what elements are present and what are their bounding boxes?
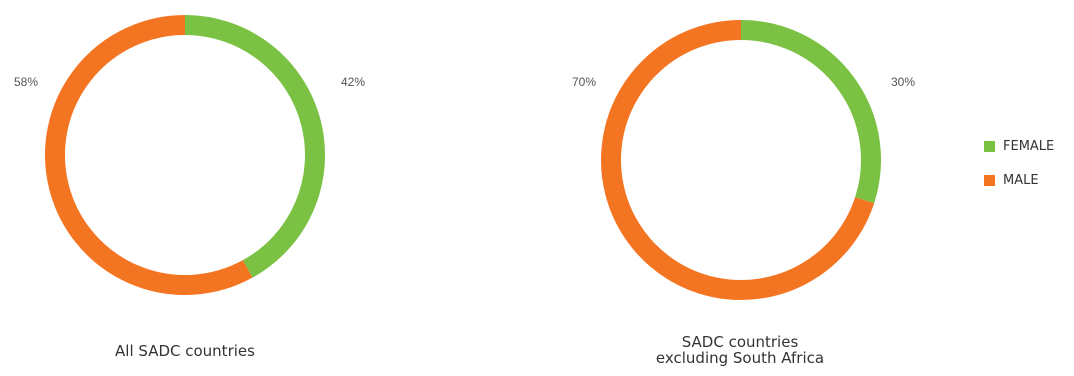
- caption-line-1: SADC countries: [681, 333, 799, 351]
- data-label-female: 30%: [891, 75, 915, 89]
- donut-slice-female: [740, 20, 881, 204]
- caption-line: All SADC countries: [115, 342, 255, 360]
- legend-item-male: MALE: [984, 172, 1054, 188]
- donut-chart-all-sadc: 42% 58%: [14, 15, 365, 295]
- data-label-male: 58%: [14, 75, 38, 89]
- legend: FEMALE MALE: [984, 138, 1054, 206]
- legend-swatch-female: [984, 140, 995, 152]
- legend-item-female: FEMALE: [984, 138, 1054, 154]
- chart-caption-all-sadc: All SADC countries: [0, 343, 370, 359]
- donut-slice-female: [184, 15, 325, 278]
- donut-chart-sadc-excl-south-africa: 30% 70%: [572, 20, 915, 300]
- legend-label-male: MALE: [1003, 172, 1039, 188]
- data-label-male: 70%: [572, 75, 596, 89]
- donut-slice-male: [45, 15, 253, 295]
- chart-caption-sadc-excl-south-africa: SADC countries excluding South Africa: [560, 334, 920, 366]
- legend-swatch-male: [984, 174, 995, 186]
- data-label-female: 42%: [341, 75, 365, 89]
- donut-slice-male: [601, 20, 875, 300]
- caption-line-2: excluding South Africa: [655, 349, 825, 367]
- legend-label-female: FEMALE: [1003, 138, 1055, 154]
